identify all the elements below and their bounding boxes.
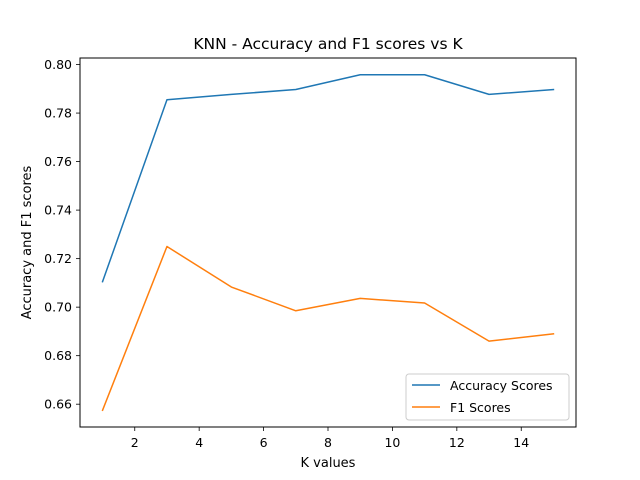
x-axis: 2 4 6 8 10 12 14 xyxy=(131,427,529,450)
y-tick-label: 0.66 xyxy=(44,397,72,412)
plot-lines xyxy=(101,73,555,412)
legend-box xyxy=(405,373,570,421)
legend: Accuracy Scores F1 Scores xyxy=(405,373,570,421)
y-tick-label: 0.76 xyxy=(44,154,72,169)
x-axis-label: K values xyxy=(301,456,356,471)
y-tick-label: 0.72 xyxy=(44,251,72,266)
x-tick-label: 8 xyxy=(324,435,332,450)
y-tick-label: 0.80 xyxy=(44,57,72,72)
y-tick-label: 0.78 xyxy=(44,106,72,121)
x-tick-label: 10 xyxy=(384,435,400,450)
x-tick-label: 4 xyxy=(195,435,203,450)
x-tick-label: 6 xyxy=(260,435,268,450)
y-tick-label: 0.70 xyxy=(44,300,72,315)
x-tick-label: 12 xyxy=(449,435,465,450)
x-tick-label: 2 xyxy=(131,435,139,450)
x-tick-label: 14 xyxy=(513,435,529,450)
y-axis-label: Accuracy and F1 scores xyxy=(20,165,35,319)
y-tick-label: 0.68 xyxy=(44,348,72,363)
chart-title: KNN - Accuracy and F1 scores vs K xyxy=(193,35,463,53)
y-tick-label: 0.74 xyxy=(44,203,72,218)
series-line-0 xyxy=(101,73,555,283)
series-line-1 xyxy=(101,245,555,412)
legend-label-f1: F1 Scores xyxy=(450,400,511,415)
legend-label-accuracy: Accuracy Scores xyxy=(450,378,553,393)
y-axis: 0.66 0.68 0.70 0.72 0.74 0.76 0.78 0.80 xyxy=(44,57,80,412)
